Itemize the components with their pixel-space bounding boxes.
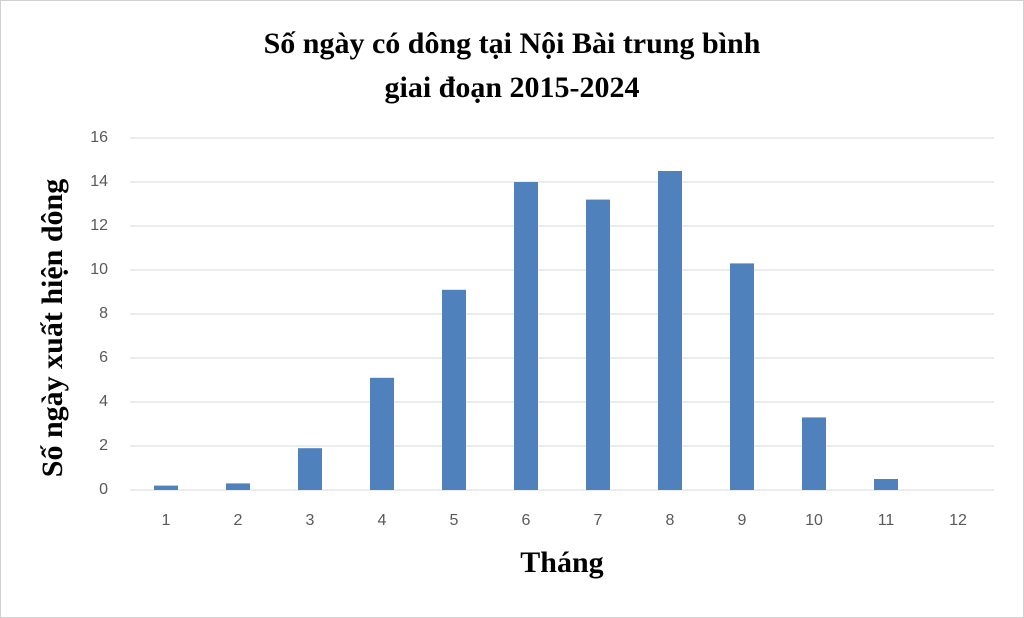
- y-axis-title: Số ngày xuất hiện dông: [36, 179, 69, 477]
- bar: [298, 448, 322, 490]
- x-tick-label: 12: [949, 512, 967, 529]
- bar: [226, 483, 250, 490]
- bar: [154, 485, 178, 490]
- bar: [658, 171, 682, 490]
- x-tick-label: 1: [162, 512, 171, 529]
- y-tick-label: 12: [90, 217, 108, 234]
- bar: [442, 289, 466, 490]
- x-tick-label: 11: [878, 512, 895, 529]
- x-tick-label: 7: [594, 512, 603, 529]
- bar: [802, 417, 826, 490]
- x-tick-label: 6: [522, 512, 531, 529]
- bar: [514, 182, 538, 490]
- chart-title: Số ngày có dông tại Nội Bài trung bình: [264, 27, 761, 60]
- y-tick-label: 16: [90, 129, 108, 146]
- x-tick-label: 4: [378, 512, 387, 529]
- y-tick-label: 4: [99, 393, 108, 410]
- x-tick-label: 10: [805, 512, 823, 529]
- bar: [586, 199, 610, 490]
- bar: [730, 263, 754, 490]
- y-tick-label: 10: [90, 261, 108, 278]
- bar: [370, 377, 394, 490]
- x-tick-label: 9: [738, 512, 747, 529]
- y-tick-label: 2: [99, 437, 108, 454]
- x-tick-label: 5: [450, 512, 459, 529]
- y-tick-label: 8: [99, 305, 108, 322]
- x-axis-title: Tháng: [520, 546, 603, 579]
- x-tick-label: 8: [666, 512, 675, 529]
- bar: [874, 479, 898, 490]
- y-tick-label: 6: [99, 349, 108, 366]
- y-tick-label: 0: [99, 481, 108, 498]
- x-tick-label: 3: [306, 512, 315, 529]
- y-tick-label: 14: [90, 173, 108, 190]
- x-tick-label: 2: [234, 512, 243, 529]
- chart-title: giai đoạn 2015-2024: [384, 71, 639, 104]
